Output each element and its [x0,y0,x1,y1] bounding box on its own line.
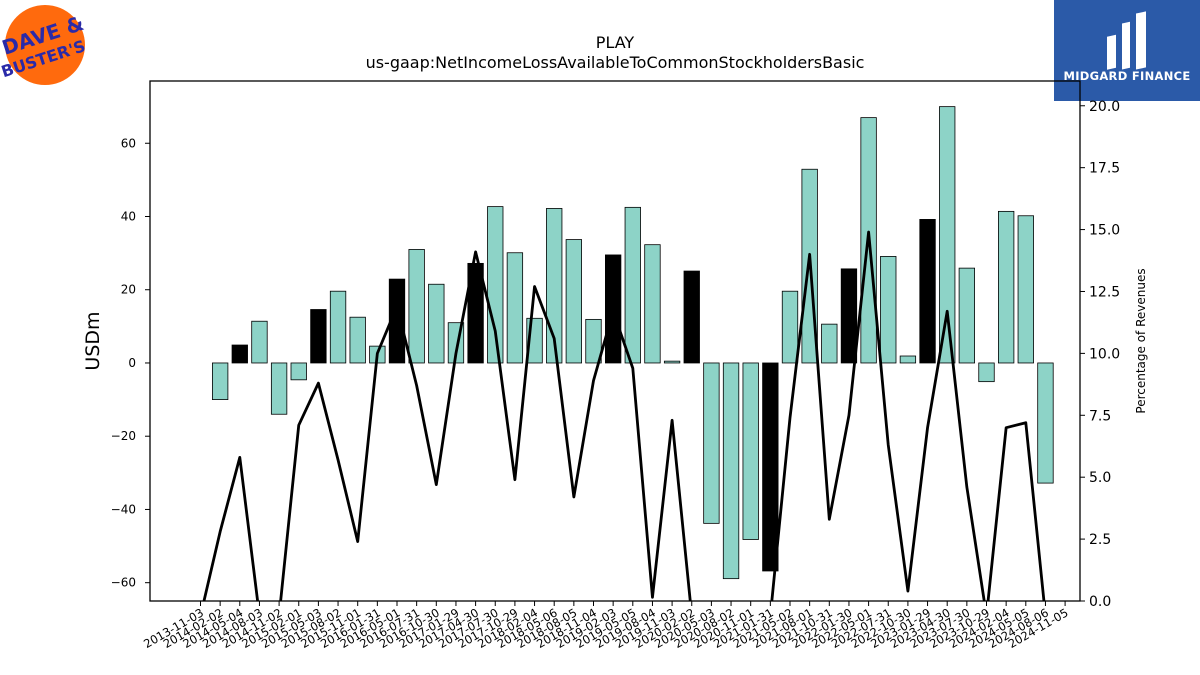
y2-tick-label: 15.0 [1089,223,1120,239]
y-tick-label: 20 [121,283,136,297]
bar [487,206,504,364]
company-logo-circle [5,5,85,85]
line-layer [202,230,1046,601]
y2-tick-label: 0.0 [1089,594,1111,610]
y2-tick-label: 17.5 [1089,161,1120,177]
bar [840,268,858,364]
y-tick-label: 0 [128,356,136,370]
series-line [202,230,1046,601]
right-axis: 0.0 2.5 5.0 7.5 10.0 12.5 15.0 17.5 20.0 [1080,99,1120,610]
y2-tick-label: 2.5 [1089,532,1111,548]
y2-tick-label: 10.0 [1089,346,1120,362]
x-axis: 2013-11-032014-02-022014-05-042014-08-03… [141,601,1071,651]
bar [821,323,838,364]
bar [899,355,917,364]
bar [880,256,897,364]
chart-subtitle: us-gaap:NetIncomeLossAvailableToCommonSt… [366,53,865,72]
y-tick-label: −20 [111,429,136,443]
bar [624,206,641,364]
y2-tick-label: 12.5 [1089,284,1120,300]
bar [1037,362,1054,484]
bar [722,362,740,580]
bar [428,283,445,364]
bar [506,252,524,364]
y-tick-label: 60 [121,136,136,150]
bar [349,316,366,364]
bar [958,267,975,364]
bar [251,320,268,364]
left-axis: −60 −40 −20 0 20 40 60 [111,136,150,590]
y-tick-label: −60 [111,576,136,590]
bar [781,290,799,364]
bar [231,344,248,364]
bar [762,362,779,572]
bar [388,278,406,364]
bar [978,362,995,383]
bar [703,362,720,524]
bar [605,254,622,364]
bar [585,318,602,364]
brand-badge-icon [1107,11,1146,70]
y-tick-label: −40 [111,502,136,516]
bar [1017,215,1034,364]
bar [742,362,759,540]
y2-tick-label: 20.0 [1089,99,1120,115]
bar [270,362,288,415]
y-tick-label: 40 [121,209,136,223]
bar [663,360,681,364]
bar [919,219,936,364]
bar [998,210,1015,364]
bar [329,290,347,364]
y-axis-label: USDm [82,311,104,370]
plot-frame [149,80,1081,602]
company-logo: DAVE & BUSTER'S [0,5,88,85]
bar [408,249,425,364]
y2-axis-label: Percentage of Revenues [1134,268,1148,413]
bar [565,239,582,364]
brand-badge: MIDGARD FINANCE [1054,0,1200,101]
bar [939,106,956,364]
y2-tick-label: 7.5 [1089,408,1111,424]
chart-title: PLAY [596,33,635,52]
bar [290,362,307,381]
brand-badge-text: MIDGARD FINANCE [1063,69,1190,83]
bars-layer [211,106,1054,580]
bar [644,244,661,364]
bar [683,270,700,364]
y2-tick-label: 5.0 [1089,470,1111,486]
bar [211,362,229,400]
bar [310,309,327,364]
bar [467,262,484,364]
